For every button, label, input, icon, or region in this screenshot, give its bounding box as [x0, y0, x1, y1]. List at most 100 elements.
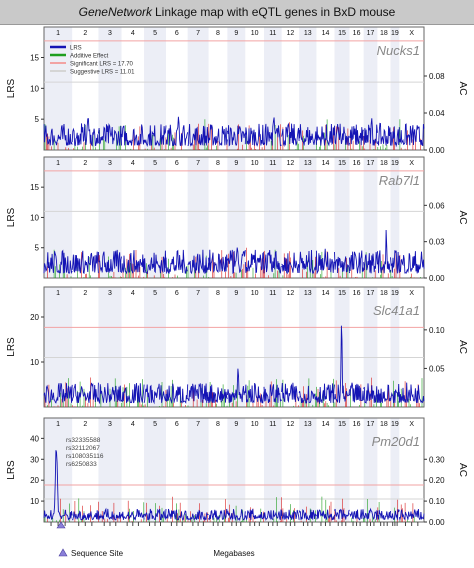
chromosome-label-5: 5 [153, 290, 157, 297]
chromosome-label-10: 10 [251, 421, 259, 428]
chromosome-label-18: 18 [380, 421, 388, 428]
chromosome-label-18: 18 [380, 30, 388, 37]
chromosome-label-6: 6 [175, 30, 179, 37]
chromosome-label-3: 3 [108, 160, 112, 167]
chromosome-band [390, 418, 400, 522]
chromosome-band [98, 157, 122, 278]
y-tick-label: 10 [30, 497, 39, 506]
chromosome-band [334, 157, 350, 278]
chromosome-label-1: 1 [56, 30, 60, 37]
chromosome-band [144, 287, 166, 407]
chromosome-label-13: 13 [304, 290, 312, 297]
chromosome-label-11: 11 [269, 421, 276, 428]
chromosome-label-18: 18 [380, 160, 388, 167]
chromosome-label-7: 7 [196, 290, 200, 297]
lrs-series-line [43, 116, 425, 148]
chromosome-label-X: X [409, 421, 414, 428]
y2-tick-label: 0.00 [429, 146, 445, 155]
chromosome-band [299, 418, 317, 522]
chromosome-label-2: 2 [83, 30, 87, 37]
y-axis-label: LRS [6, 460, 17, 480]
figure-title: GeneNetwork Linkage map with eQTL genes … [0, 0, 474, 25]
chromosome-label-15: 15 [338, 290, 346, 297]
chromosome-label-10: 10 [251, 30, 259, 37]
chromosome-band [390, 287, 400, 407]
snp-label: rs108035116 [66, 453, 104, 460]
chromosome-label-19: 19 [391, 30, 399, 37]
y2-axis-label: AC [457, 463, 468, 477]
chromosome-label-12: 12 [286, 421, 294, 428]
chromosome-label-10: 10 [251, 160, 259, 167]
y-tick-label: 5 [35, 244, 40, 253]
chromosome-band [363, 157, 378, 278]
chromosome-label-17: 17 [367, 160, 375, 167]
chromosome-band [187, 157, 209, 278]
panel-rab7l1: 1 2 3 4 5 6 7 8 9 10 11 12 13 14 15 16 17 18 19 X151050.060… [6, 156, 468, 283]
chromosome-label-12: 12 [286, 30, 294, 37]
y2-axis-label: AC [457, 211, 468, 225]
chromosome-band [334, 418, 350, 522]
chromosome-label-19: 19 [391, 421, 399, 428]
chromosome-band [264, 27, 282, 150]
y2-axis-label: AC [457, 82, 468, 96]
chromosome-label-16: 16 [353, 30, 361, 37]
chromosome-band [363, 418, 378, 522]
chromosome-band [227, 287, 246, 407]
chromosome-label-12: 12 [286, 160, 294, 167]
chromosome-band [144, 27, 166, 150]
y-axis-label: LRS [6, 337, 17, 357]
y2-tick-label: 0.10 [429, 497, 445, 506]
chromosome-band [390, 27, 400, 150]
snp-label: rs32335588 [66, 437, 101, 444]
chromosome-label-6: 6 [175, 160, 179, 167]
chromosome-label-6: 6 [175, 421, 179, 428]
chromosome-band [227, 418, 246, 522]
chromosome-label-4: 4 [131, 160, 135, 167]
chromosome-label-16: 16 [353, 421, 361, 428]
chromosome-label-1: 1 [56, 290, 60, 297]
chromosome-label-10: 10 [251, 290, 259, 297]
chromosome-label-14: 14 [322, 290, 330, 297]
footer: Sequence Site Megabases [56, 521, 255, 558]
sequence-site-icon [58, 548, 68, 557]
chromosome-label-5: 5 [153, 421, 157, 428]
y2-tick-label: 0.00 [429, 518, 445, 527]
chromosome-band [390, 157, 400, 278]
legend: LRS Additive Effect Significant LRS = 17.7… [50, 46, 135, 76]
chromosome-label-16: 16 [353, 290, 361, 297]
chromosome-band [187, 418, 209, 522]
chromosome-band [299, 27, 317, 150]
legend-label: Additive Effect [70, 54, 109, 60]
x-axis-label: Megabases [213, 549, 254, 558]
y2-tick-label: 0.08 [429, 72, 445, 81]
chromosome-label-13: 13 [304, 30, 312, 37]
chromosome-label-2: 2 [83, 290, 87, 297]
chromosome-band [144, 157, 166, 278]
chromosome-label-8: 8 [216, 290, 220, 297]
y2-tick-label: 0.00 [429, 274, 445, 283]
panel-pm20d1: 1 2 3 4 5 6 7 8 9 10 11 12 13 14 15 16 17 18 19 X403020100.… [6, 417, 468, 527]
panel-frame [43, 417, 425, 523]
chromosome-label-14: 14 [322, 160, 330, 167]
chromosome-label-16: 16 [353, 160, 361, 167]
chromosome-band [299, 287, 317, 407]
chromosome-label-X: X [409, 160, 414, 167]
chromosome-label-9: 9 [234, 290, 238, 297]
chromosome-label-19: 19 [391, 290, 399, 297]
chromosome-label-4: 4 [131, 290, 135, 297]
chromosome-label-7: 7 [196, 160, 200, 167]
chromosome-label-14: 14 [322, 421, 330, 428]
y2-tick-label: 0.04 [429, 109, 445, 118]
chromosome-band [187, 27, 209, 150]
chromosome-label-4: 4 [131, 30, 135, 37]
y-tick-label: 10 [30, 84, 39, 93]
y-tick-label: 30 [30, 455, 39, 464]
chromosome-band [227, 27, 246, 150]
y2-tick-label: 0.03 [429, 238, 445, 247]
chromosome-band [299, 157, 317, 278]
chromosome-label-X: X [409, 290, 414, 297]
chromosome-band [144, 418, 166, 522]
chromosome-label-5: 5 [153, 30, 157, 37]
chromosome-label-3: 3 [108, 30, 112, 37]
